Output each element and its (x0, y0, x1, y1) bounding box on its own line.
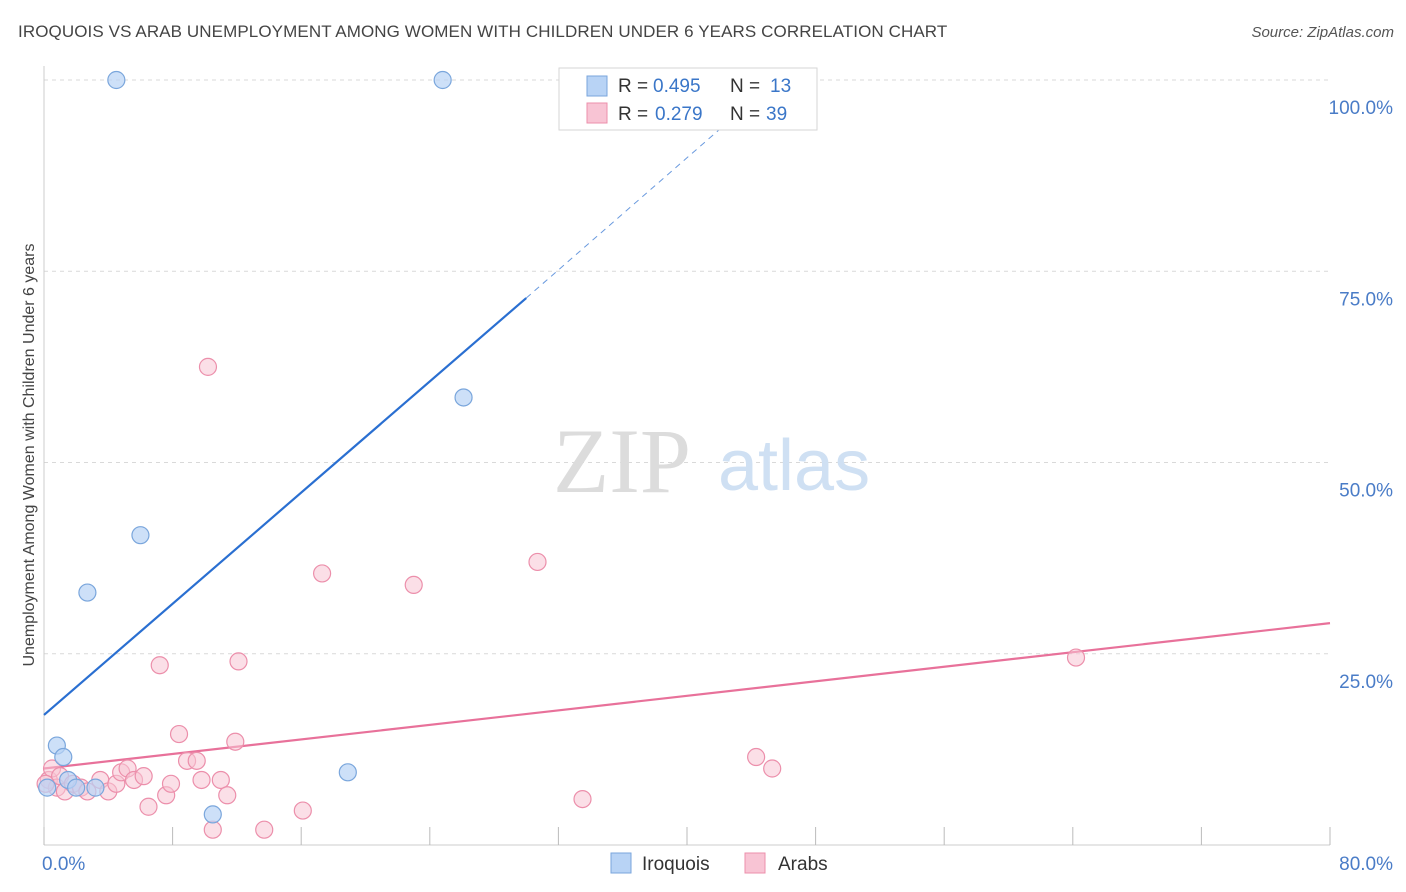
y-tick-labels: 25.0% 50.0% 75.0% 100.0% (1329, 98, 1394, 693)
stats-legend: R = 0.495 N = 13 R = 0.279 N = 39 (558, 67, 818, 131)
data-point-arabs (293, 801, 312, 820)
data-point-iroquois (38, 778, 57, 797)
data-point-arabs (747, 747, 766, 767)
data-point-iroquois (78, 583, 97, 602)
data-point-arabs (573, 789, 592, 809)
data-point-arabs (226, 732, 245, 751)
watermark-zip: ZIP (553, 410, 691, 512)
grid-layer (44, 79, 1330, 655)
series-legend-label-arabs: Arabs (778, 854, 828, 875)
legend-n-value: 13 (770, 76, 791, 97)
legend-swatch-iroquois (586, 75, 608, 97)
data-point-arabs (198, 357, 218, 376)
data-point-arabs (312, 564, 332, 583)
series-legend-swatch-iroquois (610, 852, 632, 874)
data-point-arabs (192, 770, 211, 790)
data-point-iroquois (86, 778, 105, 797)
data-point-iroquois (454, 388, 473, 407)
axes-layer (43, 66, 1331, 846)
data-point-arabs (211, 770, 230, 790)
data-point-arabs (218, 786, 237, 805)
data-point-arabs (134, 767, 153, 786)
y-tick-label: 100.0% (1329, 98, 1394, 119)
data-point-iroquois (131, 526, 150, 545)
data-point-iroquois (338, 763, 357, 782)
data-point-iroquois (107, 70, 126, 90)
legend-r-value: 0.495 (653, 76, 701, 97)
legend-n-label: N = (730, 104, 760, 125)
scatter-points (36, 70, 1086, 839)
data-point-arabs (187, 751, 206, 770)
data-point-arabs (203, 820, 222, 839)
data-point-arabs (763, 759, 782, 778)
data-point-iroquois (433, 70, 452, 90)
series-legend-swatch-arabs (744, 852, 766, 874)
y-tick-label: 75.0% (1339, 289, 1393, 310)
data-point-arabs (169, 724, 189, 744)
series-legend: Iroquois Arabs (610, 852, 828, 875)
legend-n-value: 39 (766, 104, 787, 125)
legend-r-label: R = (618, 104, 648, 125)
data-point-iroquois (203, 805, 222, 824)
data-point-iroquois (67, 778, 86, 797)
legend-n-label: N = (730, 76, 760, 97)
chart-title: IROQUOIS VS ARAB UNEMPLOYMENT AMONG WOME… (18, 22, 948, 41)
data-point-arabs (161, 774, 181, 793)
trend-line-arabs (43, 622, 1331, 770)
legend-swatch-arabs (586, 102, 608, 124)
y-axis-label: Unemployment Among Women with Children U… (21, 243, 38, 666)
x-tick-label: 80.0% (1339, 854, 1393, 875)
x-tick-labels: 0.0% 80.0% (42, 854, 1393, 875)
watermark: ZIP atlas (553, 410, 870, 512)
y-tick-label: 50.0% (1339, 481, 1393, 502)
trend-line-iroquois (43, 297, 527, 716)
series-legend-label-iroquois: Iroquois (642, 854, 710, 875)
data-point-arabs (255, 820, 274, 839)
data-point-arabs (1066, 648, 1086, 667)
source-credit: Source: ZipAtlas.com (1251, 24, 1394, 41)
data-point-arabs (150, 656, 169, 675)
watermark-atlas: atlas (718, 426, 870, 506)
data-point-iroquois (54, 747, 73, 767)
legend-r-value: 0.279 (655, 104, 703, 125)
data-point-arabs (528, 552, 547, 572)
data-point-arabs (404, 575, 423, 595)
data-point-arabs (139, 797, 158, 816)
x-tick-label: 0.0% (42, 854, 85, 875)
data-point-arabs (229, 652, 248, 671)
legend-r-label: R = (618, 76, 648, 97)
y-tick-label: 25.0% (1339, 672, 1393, 693)
